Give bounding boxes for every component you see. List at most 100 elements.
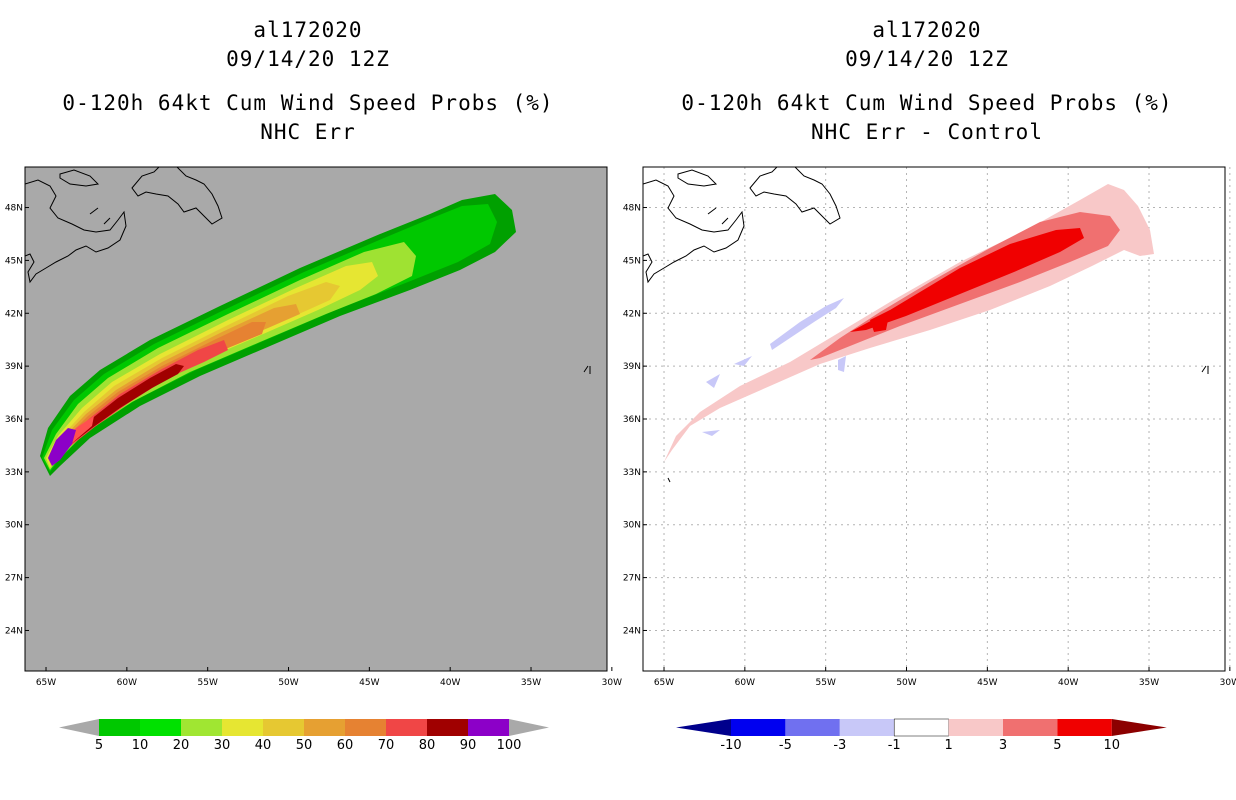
- lon-label: 50W: [278, 678, 298, 688]
- lon-label: 55W: [816, 678, 836, 688]
- lon-label: 65W: [36, 678, 56, 688]
- colorbar-label: -3: [833, 738, 846, 753]
- coastline: [89, 207, 111, 225]
- diff-contour-neg1: [706, 374, 720, 388]
- left-map-background: [25, 167, 607, 671]
- lat-label: 45N: [623, 256, 641, 266]
- colorbar-label: 3: [999, 738, 1007, 753]
- colorbar-label: 50: [296, 738, 313, 753]
- coastline: [707, 207, 729, 225]
- lon-label: 60W: [735, 678, 755, 688]
- coastline: [59, 169, 100, 187]
- coastline: [131, 167, 223, 225]
- colorbar-box: [948, 719, 1003, 736]
- lat-label: 27N: [5, 574, 23, 584]
- diff-contour-5: [850, 228, 1084, 332]
- coastline: [667, 477, 671, 483]
- colorbar-box: [893, 718, 949, 737]
- coastline: [643, 179, 745, 284]
- lat-label: 27N: [623, 574, 641, 584]
- colorbar-box: [1003, 719, 1058, 736]
- colorbar-extend-low: [59, 719, 99, 736]
- prob-contour-50: [49, 304, 300, 464]
- left-probability-field: [25, 167, 591, 476]
- diff-contour-neg1: [770, 298, 844, 350]
- colorbar-label: 5: [95, 738, 103, 753]
- right-datetime: 09/14/20 12Z: [845, 47, 1009, 71]
- lon-label: 50W: [896, 678, 916, 688]
- colorbar-box: [140, 719, 181, 736]
- colorbar-box: [1057, 719, 1112, 736]
- diff-contour-neg1: [734, 356, 752, 366]
- lat-label: 36N: [5, 415, 23, 425]
- colorbar-label: 70: [378, 738, 395, 753]
- lon-label: 60W: [117, 678, 137, 688]
- prob-contour-100: [48, 428, 76, 466]
- left-storm-id: al172020: [253, 18, 363, 42]
- colorbar-box: [345, 719, 386, 736]
- lat-label: 36N: [623, 415, 641, 425]
- colorbar-label: -1: [888, 738, 901, 753]
- colorbar-box: [839, 719, 895, 736]
- colorbar-box: [427, 719, 468, 736]
- colorbar-label: 20: [173, 738, 190, 753]
- left-map-panel: 48N 45N 42N 39N 36N 33N 30N 27N 24N 65W 60W 55W 50W 4…: [5, 166, 622, 688]
- colorbar-label: 80: [419, 738, 436, 753]
- left-datetime: 09/14/20 12Z: [226, 47, 390, 71]
- colorbar-label: -5: [779, 738, 792, 753]
- colorbar-label: 90: [460, 738, 477, 753]
- colorbar-box: [731, 719, 786, 736]
- colorbar-box: [304, 719, 345, 736]
- colorbar-box: [785, 719, 840, 736]
- lat-label: 42N: [623, 309, 641, 319]
- colorbar-label: 60: [337, 738, 354, 753]
- diff-contour-neg1: [702, 430, 720, 436]
- lat-label: 30N: [623, 521, 641, 531]
- colorbar-box: [386, 719, 427, 736]
- lat-label: 33N: [623, 468, 641, 478]
- colorbar-label: 100: [497, 738, 522, 753]
- colorbar-label: -10: [720, 738, 741, 753]
- lon-label: 30W: [1220, 678, 1236, 688]
- colorbar-label: 30: [214, 738, 231, 753]
- colorbar-box: [468, 719, 509, 736]
- colorbar-extend-high: [509, 719, 549, 736]
- right-axis-ticks: 48N 45N 42N 39N 36N 33N 30N 27N 24N 65W 60W 55W 50W 4…: [623, 204, 1236, 688]
- colorbar-box: [181, 719, 222, 736]
- lat-label: 45N: [5, 256, 23, 266]
- coastline: [677, 169, 718, 187]
- colorbar-label: 40: [255, 738, 272, 753]
- right-colorbar: -10 -5 -3 -1 1 3 5 10: [676, 718, 1167, 753]
- lon-label: 45W: [359, 678, 379, 688]
- diff-contour-neg1: [838, 356, 846, 372]
- lon-label: 65W: [654, 678, 674, 688]
- lat-label: 48N: [5, 204, 23, 214]
- colorbar-extend-low: [676, 719, 731, 736]
- lat-label: 42N: [5, 309, 23, 319]
- lon-label: 30W: [602, 678, 622, 688]
- coastline: [1201, 365, 1209, 374]
- right-product-title: 0-120h 64kt Cum Wind Speed Probs (%): [681, 91, 1173, 115]
- prob-contour-70: [50, 340, 228, 462]
- lat-label: 33N: [5, 468, 23, 478]
- colorbar-label: 1: [944, 738, 952, 753]
- right-subtitle: NHC Err - Control: [811, 120, 1043, 144]
- prob-contour-60: [50, 322, 266, 462]
- left-product-title: 0-120h 64kt Cum Wind Speed Probs (%): [62, 91, 554, 115]
- colorbar-box: [222, 719, 263, 736]
- coastline: [25, 179, 127, 284]
- coastline: [583, 365, 591, 374]
- lat-label: 39N: [5, 362, 23, 372]
- prob-contour-80: [51, 364, 184, 460]
- lon-label: 35W: [1139, 678, 1159, 688]
- lat-label: 24N: [623, 626, 641, 636]
- diff-contour-10: [870, 310, 890, 332]
- lat-label: 48N: [623, 204, 641, 214]
- lon-label: 35W: [521, 678, 541, 688]
- colorbar-box: [99, 719, 140, 736]
- colorbar-label: 10: [1104, 738, 1121, 753]
- lon-label: 45W: [977, 678, 997, 688]
- right-map-panel: 48N 45N 42N 39N 36N 33N 30N 27N 24N 65W 60W 55W 50W 4…: [623, 166, 1236, 688]
- lon-label: 55W: [198, 678, 218, 688]
